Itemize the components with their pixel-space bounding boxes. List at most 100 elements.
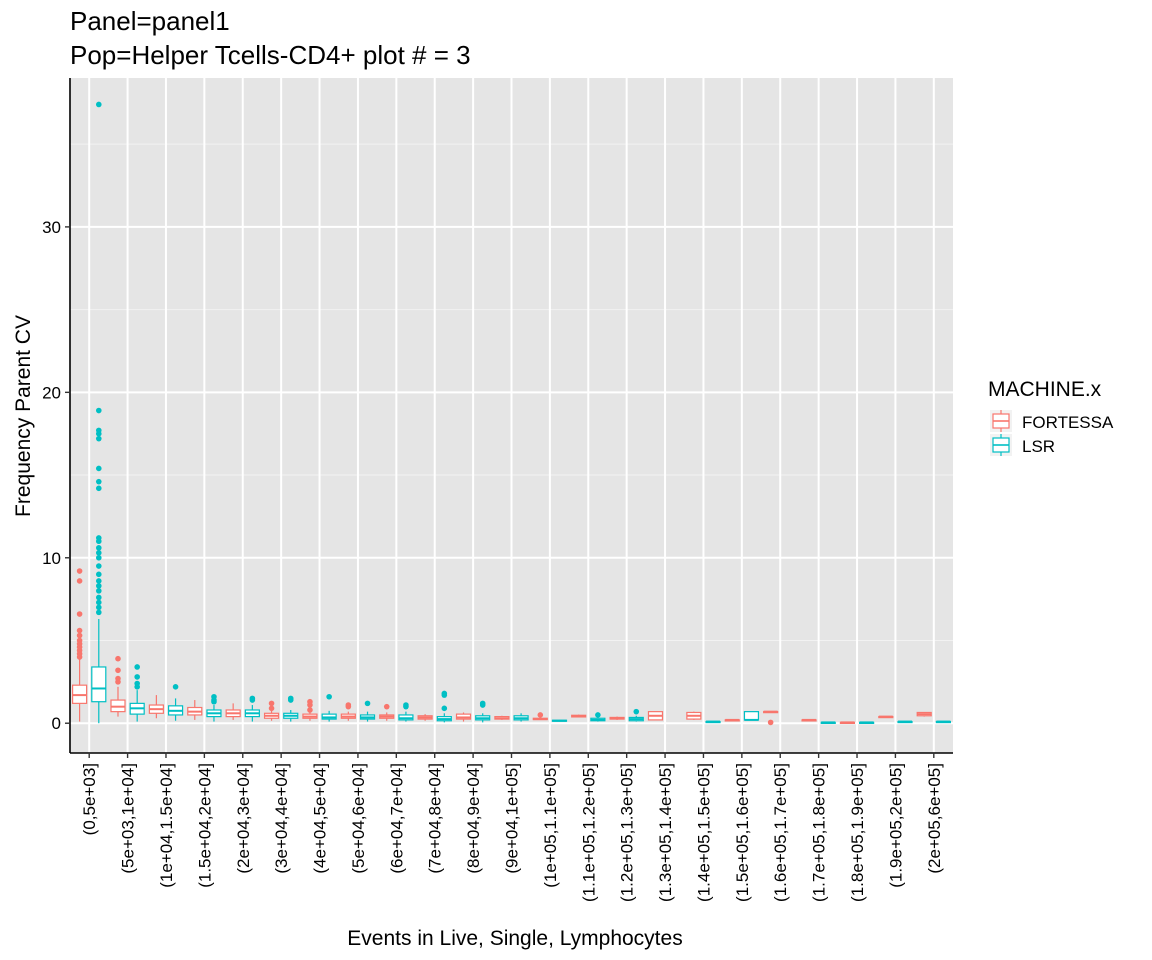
boxplot-lsr xyxy=(743,711,760,721)
boxplot-fortessa xyxy=(609,716,625,720)
boxplot-fortessa xyxy=(110,655,126,717)
outlier-point xyxy=(403,702,409,708)
outlier-point xyxy=(364,700,371,707)
outlier-point xyxy=(383,703,390,710)
outlier-point xyxy=(249,695,256,702)
outlier-point xyxy=(326,693,332,700)
boxplot-layer xyxy=(71,101,952,726)
boxplot-lsr xyxy=(859,721,875,724)
boxplot-fortessa xyxy=(686,711,702,720)
box xyxy=(91,666,107,703)
boxplot-fortessa xyxy=(724,718,740,722)
boxplot-fortessa xyxy=(839,721,856,724)
boxplot-lsr xyxy=(244,695,260,722)
y-tick-label: 10 xyxy=(42,549,61,568)
x-tick-label: (7e+04,8e+04] xyxy=(426,763,445,874)
boxplot-lsr xyxy=(283,695,299,722)
outlier-point xyxy=(95,594,102,601)
outlier-point xyxy=(95,599,102,606)
boxplot-lsr xyxy=(359,700,376,722)
outlier-point xyxy=(134,674,140,680)
boxplot-fortessa xyxy=(187,700,203,720)
outlier-point xyxy=(76,627,83,634)
outlier-point xyxy=(537,712,544,718)
y-tick-label: 30 xyxy=(42,218,61,237)
legend-label-lsr: LSR xyxy=(1022,437,1055,456)
boxplot-fortessa xyxy=(148,695,164,719)
outlier-point xyxy=(441,705,448,712)
chart-title: Panel=panel1 xyxy=(70,6,230,36)
boxplot-lsr xyxy=(167,684,184,721)
outlier-point xyxy=(95,478,102,485)
boxplot-lsr xyxy=(705,720,721,724)
outlier-point xyxy=(211,693,217,700)
outlier-point xyxy=(633,708,640,715)
outlier-point xyxy=(95,604,102,611)
outlier-point xyxy=(595,712,601,718)
outlier-point xyxy=(76,578,83,584)
boxplot-fortessa xyxy=(532,712,548,721)
boxplot-fortessa xyxy=(71,568,88,722)
y-tick-label: 0 xyxy=(52,714,61,733)
outlier-point xyxy=(287,695,294,702)
outlier-point xyxy=(95,427,102,434)
outlier-point xyxy=(767,719,774,726)
outlier-point xyxy=(268,700,275,707)
boxplot-fortessa xyxy=(455,712,472,722)
boxplot-fortessa xyxy=(379,703,395,721)
boxplot-fortessa xyxy=(801,718,817,722)
outlier-point xyxy=(268,705,275,712)
outlier-point xyxy=(441,690,448,697)
x-tick-label: (1.5e+04,2e+04] xyxy=(195,763,214,888)
boxplot-fortessa xyxy=(916,711,932,717)
outlier-point xyxy=(307,707,313,713)
outlier-point xyxy=(95,465,102,472)
x-axis-ticks: (0,5e+03] (5e+03,1e+04] (1e+04,1.5e+04] (1.… xyxy=(80,753,944,902)
boxplot-lsr xyxy=(551,719,568,722)
x-axis-title: Events in Live, Single, Lymphocytes xyxy=(347,927,682,950)
boxplot-fortessa xyxy=(340,702,356,721)
x-tick-label: (1e+04,1.5e+04] xyxy=(157,763,176,888)
outlier-point xyxy=(345,702,352,708)
boxplot-lsr xyxy=(436,690,452,723)
legend-key-lsr xyxy=(990,434,1012,456)
x-tick-label: (1.1e+05,1.2e+05] xyxy=(579,763,598,902)
x-tick-label: (1.2e+05,1.3e+05] xyxy=(618,763,637,902)
legend-key-fortessa xyxy=(990,410,1012,432)
x-tick-label: (3e+04,4e+04] xyxy=(272,763,291,874)
grid-major xyxy=(70,78,953,753)
boxplot-fortessa xyxy=(647,711,664,721)
outlier-point xyxy=(134,680,140,687)
boxplot-fortessa xyxy=(302,698,318,721)
boxplot-lsr xyxy=(91,101,107,724)
outlier-point xyxy=(172,684,179,690)
x-tick-label: (1.5e+05,1.6e+05] xyxy=(733,763,752,902)
boxplot-fortessa xyxy=(417,714,433,721)
outlier-point xyxy=(95,609,102,616)
outlier-point xyxy=(95,588,102,594)
boxplot-lsr xyxy=(321,693,337,722)
x-tick-label: (0,5e+03] xyxy=(80,763,99,835)
boxplot-fortessa xyxy=(263,700,280,721)
x-tick-label: (1.6e+05,1.7e+05] xyxy=(771,763,790,902)
x-tick-label: (2e+04,3e+04] xyxy=(234,763,253,874)
outlier-point xyxy=(76,568,83,574)
outlier-point xyxy=(95,583,102,589)
outlier-point xyxy=(76,637,83,644)
x-tick-label: (1.3e+05,1.4e+05] xyxy=(656,763,675,902)
x-tick-label: (9e+04,1e+05] xyxy=(503,763,522,874)
x-tick-label: (1.7e+05,1.8e+05] xyxy=(810,763,829,902)
x-tick-label: (1e+05,1.1e+05] xyxy=(541,763,560,888)
x-tick-label: (4e+04,5e+04] xyxy=(311,763,330,874)
x-tick-label: (5e+03,1e+04] xyxy=(119,763,138,874)
x-tick-label: (2e+05,6e+05] xyxy=(925,763,944,874)
y-axis-ticks: 0 10 20 30 xyxy=(42,218,70,733)
x-tick-label: (5e+04,6e+04] xyxy=(349,763,368,874)
outlier-point xyxy=(95,485,102,492)
x-tick-label: (1.9e+05,2e+05] xyxy=(886,763,905,888)
chart-subtitle: Pop=Helper Tcells-CD4+ plot # = 3 xyxy=(70,40,471,70)
outlier-point xyxy=(115,675,121,682)
outlier-point xyxy=(95,535,102,541)
y-axis-title: Frequency Parent CV xyxy=(12,315,35,517)
